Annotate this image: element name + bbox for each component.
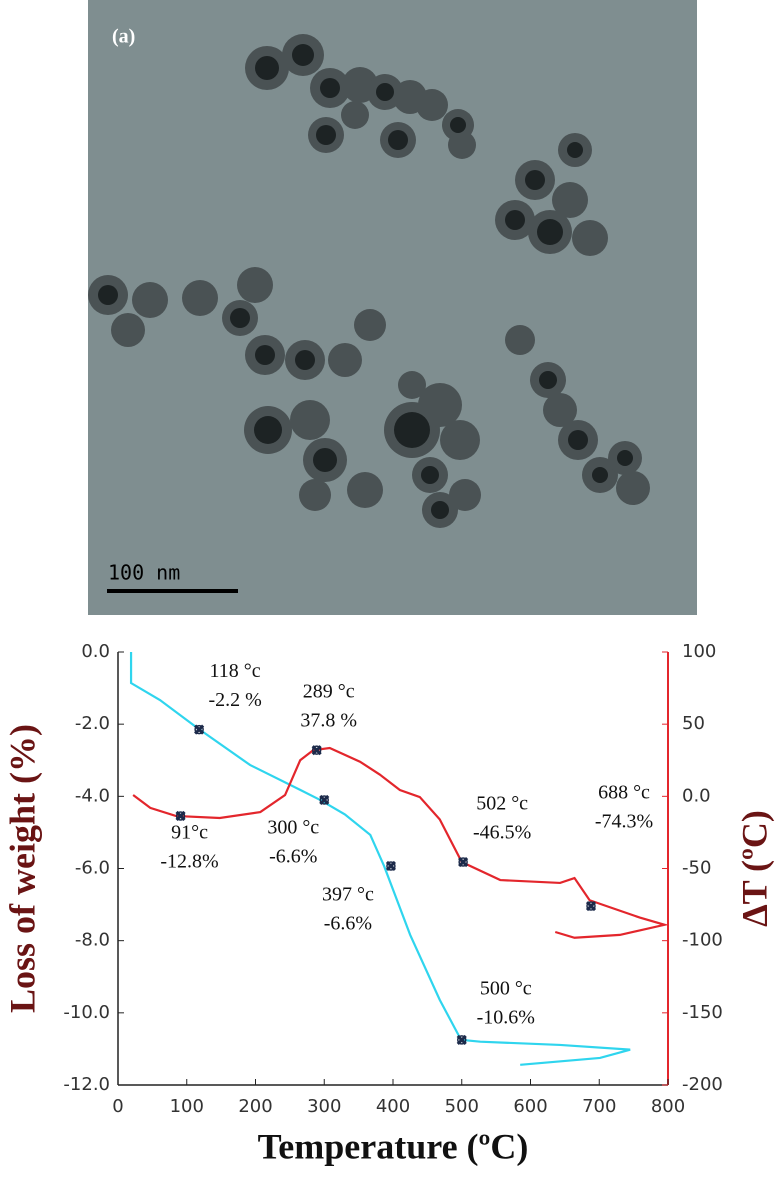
annotation-label: 688 °c <box>598 782 650 804</box>
annotation-label: 289 °c <box>303 681 355 703</box>
scale-bar <box>107 589 238 593</box>
y2-tick-label: 0.0 <box>682 785 711 806</box>
y2-tick-label: 50 <box>682 713 705 734</box>
marker-ring <box>458 857 468 867</box>
x-tick-label: 0 <box>112 1096 123 1117</box>
annotation-text: -10.6% <box>477 1006 535 1028</box>
scale-bar-label: 100 nm <box>108 561 180 585</box>
chart: 0 100 200 300 400 500 600 700 800 0.0 -2.0 -4.0 -6.0… <box>2 641 774 1166</box>
marker-ring <box>311 745 322 755</box>
y-axis-label: Loss of weight (%) <box>2 724 42 1013</box>
x-tick-label: 200 <box>238 1096 272 1117</box>
y-tick-label: -2.0 <box>75 713 110 734</box>
x-axis-label: Temperature (ºC) <box>258 1126 529 1166</box>
data-line <box>132 746 669 939</box>
annotation-label: 500 °c <box>480 977 532 999</box>
x-tick-label: 700 <box>582 1096 616 1117</box>
tem-image: (a) 100 nm <box>88 0 697 615</box>
annotation-text: -12.8% <box>160 851 218 873</box>
marker-ring <box>586 901 596 911</box>
marker-ring <box>194 724 204 735</box>
y-tick-label: -4.0 <box>75 785 110 806</box>
x-tick-label: 800 <box>651 1096 685 1117</box>
y2-tick-label: -50 <box>682 858 711 879</box>
annotation-text: -2.2 % <box>208 689 261 711</box>
y2-tick-label: -150 <box>682 1002 723 1023</box>
annotation-text: -6.6% <box>324 913 372 935</box>
x-tick-label: 600 <box>513 1096 547 1117</box>
x-tick-label: 100 <box>170 1096 204 1117</box>
data-line <box>129 652 631 1066</box>
marker-ring <box>175 811 186 821</box>
annotation-text: -46.5% <box>473 822 531 844</box>
y-tick-label: -10.0 <box>63 1002 110 1023</box>
marker-ring <box>319 795 329 805</box>
annotation-label: 118 °c <box>210 660 261 682</box>
annotation-text: -74.3% <box>595 811 653 833</box>
x-tick-label: 400 <box>376 1096 410 1117</box>
particles <box>88 34 650 528</box>
particle-cores <box>98 44 633 519</box>
marker-ring <box>457 1035 467 1045</box>
annotation-text: 37.8 % <box>300 710 357 732</box>
y-tick-label: 0.0 <box>81 641 110 662</box>
y2-tick-label: -100 <box>682 930 723 951</box>
x-tick-label: 300 <box>307 1096 341 1117</box>
annotation-label: 300 °c <box>267 817 319 839</box>
panel-label: (a) <box>112 26 135 48</box>
y-tick-label: -6.0 <box>75 858 110 879</box>
y-tick-label: -8.0 <box>75 930 110 951</box>
annotation-label: 91°c <box>171 822 208 844</box>
annotation-label: 397 °c <box>322 884 374 906</box>
y2-axis-label: ΔT (ºC) <box>734 810 774 927</box>
marker-ring <box>386 861 396 871</box>
y-tick-label: -12.0 <box>63 1074 110 1095</box>
y2-tick-label: -200 <box>682 1074 723 1095</box>
x-tick-label: 500 <box>445 1096 479 1117</box>
annotation-label: 502 °c <box>476 793 528 815</box>
annotation-text: -6.6% <box>269 846 317 868</box>
y2-tick-label: 100 <box>682 641 716 662</box>
